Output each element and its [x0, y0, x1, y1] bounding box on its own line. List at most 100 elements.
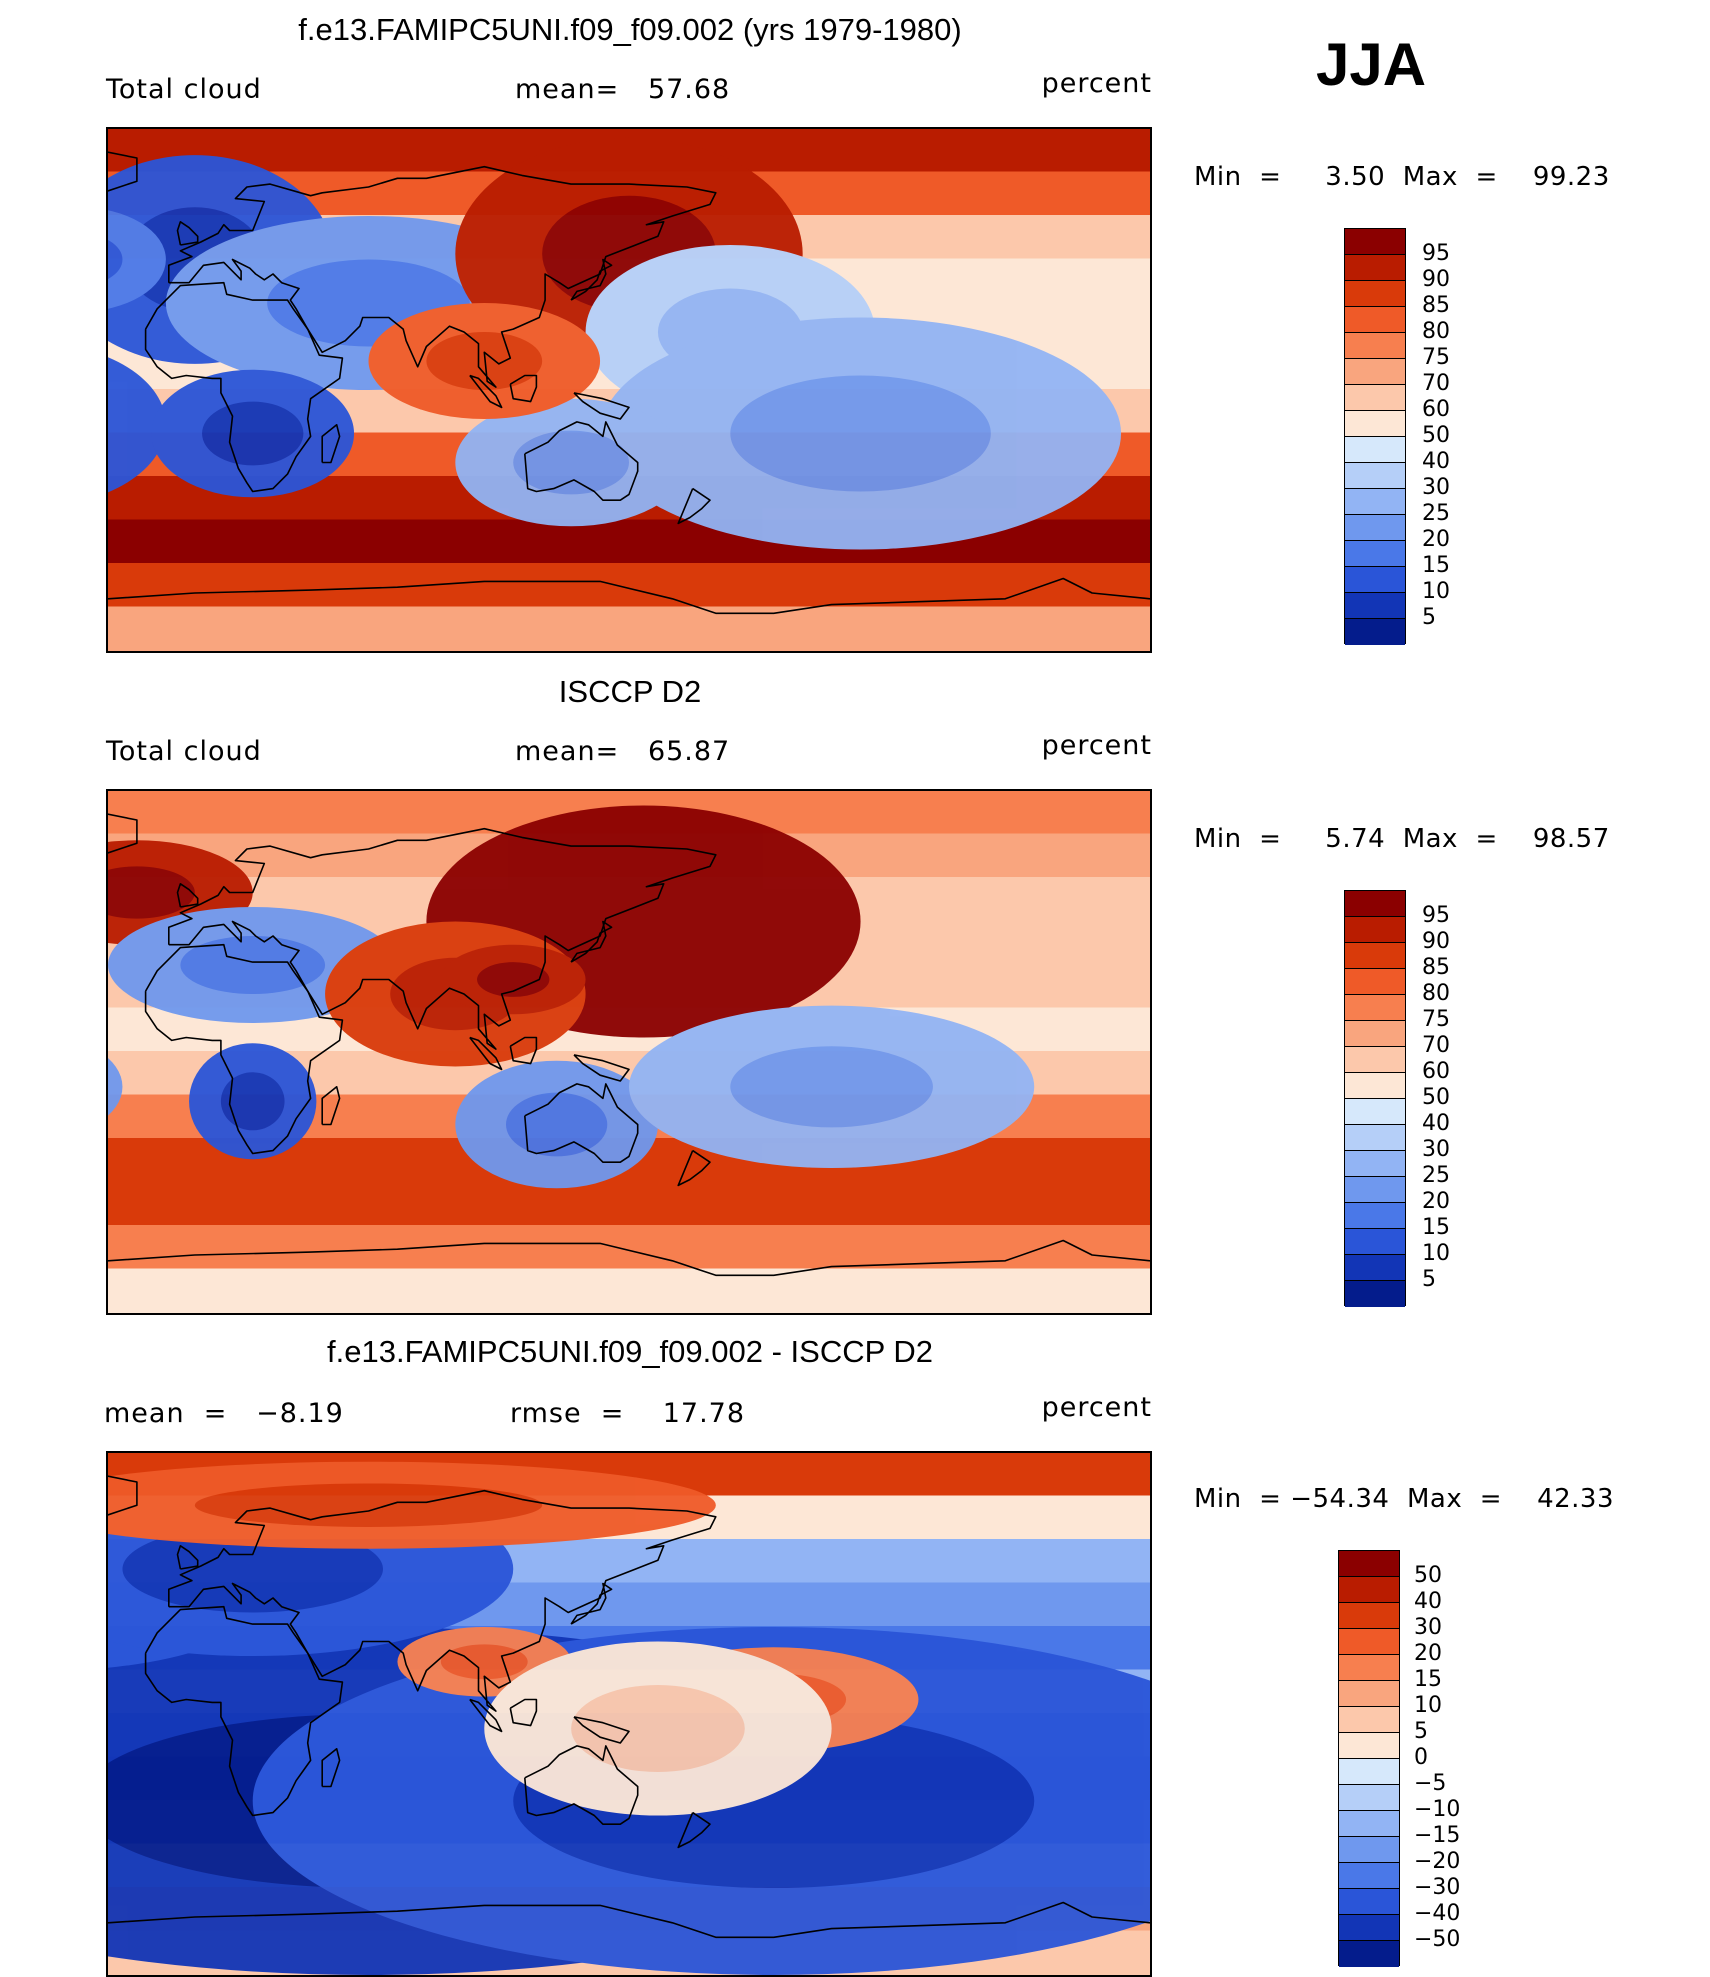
colorbar-swatch	[1339, 1681, 1399, 1707]
colorbar-tick-label: 50	[1422, 423, 1450, 448]
colorbar-tick-label: 90	[1422, 929, 1450, 954]
colorbar-tick-label: −40	[1414, 1901, 1461, 1926]
colorbar-tick-label: −15	[1414, 1823, 1461, 1848]
season-label: JJA	[1316, 31, 1427, 98]
colorbar-tick-label: 10	[1422, 579, 1450, 604]
colorbar-tick-label: 40	[1414, 1589, 1442, 1614]
colorbar-swatch	[1345, 1151, 1405, 1177]
colorbar-tick-label: 15	[1422, 553, 1450, 578]
panel-title: f.e13.FAMIPC5UNI.f09_f09.002 (yrs 1979-1…	[298, 12, 962, 47]
colorbar-tick-label: 85	[1422, 955, 1450, 980]
colorbar-tick-label: 50	[1422, 1085, 1450, 1110]
colorbar-swatch	[1345, 593, 1405, 619]
colorbar-tick-label: −10	[1414, 1797, 1461, 1822]
colorbar-tick-label: −50	[1414, 1927, 1461, 1952]
world-map-diff	[106, 1451, 1152, 1977]
colorbar-swatch	[1339, 1655, 1399, 1681]
colorbar-swatch	[1345, 917, 1405, 943]
colorbar-tick-label: 30	[1422, 475, 1450, 500]
colorbar-diff	[1338, 1550, 1400, 1967]
colorbar-tick-label: 25	[1422, 501, 1450, 526]
colorbar-tick-label: 60	[1422, 397, 1450, 422]
colorbar-swatch	[1345, 1021, 1405, 1047]
colorbar-swatch	[1345, 1125, 1405, 1151]
colorbar-swatch	[1345, 1255, 1405, 1281]
colorbar-tick-label: 20	[1414, 1641, 1442, 1666]
colorbar-swatch	[1345, 437, 1405, 463]
colorbar-swatch	[1345, 619, 1405, 645]
colorbar-swatch	[1345, 567, 1405, 593]
colorbar-tick-label: 95	[1422, 241, 1450, 266]
units-label: percent	[1041, 730, 1152, 761]
colorbar-tick-label: 70	[1422, 371, 1450, 396]
colorbar-tick-label: 75	[1422, 345, 1450, 370]
min-max-label: Min = 3.50 Max = 99.23	[1194, 162, 1610, 192]
colorbar-swatch	[1345, 333, 1405, 359]
colorbar-tick-label: 15	[1414, 1667, 1442, 1692]
min-max-label: Min = 5.74 Max = 98.57	[1194, 824, 1610, 854]
colorbar-tick-label: −5	[1414, 1771, 1447, 1796]
mean-label: mean= 65.87	[515, 736, 731, 767]
colorbar-swatch	[1339, 1785, 1399, 1811]
colorbar-tick-label: 85	[1422, 293, 1450, 318]
colorbar-swatch	[1345, 515, 1405, 541]
colorbar-swatch	[1345, 1177, 1405, 1203]
colorbar-tick-label: 30	[1414, 1615, 1442, 1640]
colorbar-swatch	[1339, 1603, 1399, 1629]
mean-label: mean = −8.19	[104, 1398, 344, 1429]
colorbar-swatch	[1345, 995, 1405, 1021]
colorbar-swatch	[1345, 1099, 1405, 1125]
colorbar-tick-label: 70	[1422, 1033, 1450, 1058]
colorbar-tick-label: 80	[1422, 319, 1450, 344]
colorbar-tick-label: 30	[1422, 1137, 1450, 1162]
colorbar-tick-label: 15	[1422, 1215, 1450, 1240]
colorbar-tick-label: 0	[1414, 1745, 1428, 1770]
min-max-label: Min = −54.34 Max = 42.33	[1194, 1484, 1615, 1514]
colorbar-tick-label: 40	[1422, 1111, 1450, 1136]
field-label: Total cloud	[106, 74, 262, 105]
colorbar-tick-label: 5	[1422, 1267, 1436, 1292]
colorbar-swatch	[1339, 1759, 1399, 1785]
panel-title: f.e13.FAMIPC5UNI.f09_f09.002 - ISCCP D2	[327, 1334, 933, 1369]
colorbar-swatch	[1339, 1837, 1399, 1863]
colorbar-swatch	[1345, 969, 1405, 995]
colorbar-swatch	[1345, 943, 1405, 969]
field-label: Total cloud	[106, 736, 262, 767]
colorbar-swatch	[1339, 1889, 1399, 1915]
colorbar-swatch	[1345, 1047, 1405, 1073]
colorbar-tick-label: 20	[1422, 527, 1450, 552]
colorbar-swatch	[1339, 1863, 1399, 1889]
colorbar-tick-label: 75	[1422, 1007, 1450, 1032]
colorbar-swatch	[1345, 281, 1405, 307]
colorbar-tick-label: 20	[1422, 1189, 1450, 1214]
colorbar-swatch	[1339, 1915, 1399, 1941]
colorbar-swatch	[1345, 229, 1405, 255]
panel-title: ISCCP D2	[558, 674, 702, 709]
units-label: percent	[1041, 68, 1152, 99]
colorbar-tick-label: 10	[1422, 1241, 1450, 1266]
colorbar-tick-label: 60	[1422, 1059, 1450, 1084]
colorbar-swatch	[1339, 1733, 1399, 1759]
colorbar-swatch	[1339, 1551, 1399, 1577]
colorbar-tick-label: 10	[1414, 1693, 1442, 1718]
mean-label: mean= 57.68	[515, 74, 731, 105]
colorbar-tick-label: −20	[1414, 1849, 1461, 1874]
colorbar-swatch	[1345, 489, 1405, 515]
colorbar-obs	[1344, 890, 1406, 1307]
colorbar-swatch	[1345, 307, 1405, 333]
colorbar-swatch	[1339, 1577, 1399, 1603]
colorbar-tick-label: 50	[1414, 1563, 1442, 1588]
colorbar-tick-label: 5	[1414, 1719, 1428, 1744]
colorbar-swatch	[1345, 1203, 1405, 1229]
colorbar-swatch	[1345, 1281, 1405, 1307]
colorbar-swatch	[1345, 411, 1405, 437]
colorbar-swatch	[1339, 1941, 1399, 1967]
colorbar-ticks-obs: 95 90 85 80 75 70 60 50 40 30 25 20 15 10 5	[1422, 890, 1502, 1306]
colorbar-tick-label: 25	[1422, 1163, 1450, 1188]
colorbar-swatch	[1339, 1707, 1399, 1733]
colorbar-tick-label: −30	[1414, 1875, 1461, 1900]
colorbar-ticks-model: 95 90 85 80 75 70 60 50 40 30 25 20 15 10 5	[1422, 228, 1502, 644]
world-map-obs	[106, 789, 1152, 1315]
colorbar-swatch	[1345, 463, 1405, 489]
rmse-label: rmse = 17.78	[510, 1398, 746, 1429]
